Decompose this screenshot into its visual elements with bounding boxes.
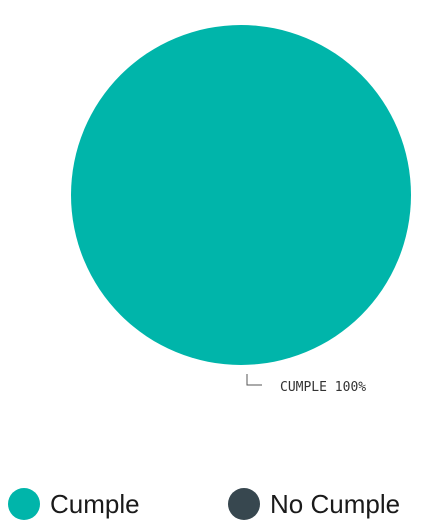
legend-item-no-cumple[interactable]: No Cumple: [228, 487, 400, 521]
legend-label-cumple: Cumple: [50, 489, 140, 519]
legend: Cumple No Cumple: [0, 487, 448, 527]
slice-label-leader-line: [246, 374, 262, 386]
legend-swatch-no-cumple: [228, 488, 260, 520]
pie-slice-cumple[interactable]: [71, 25, 411, 365]
legend-item-cumple[interactable]: Cumple: [8, 487, 140, 521]
pie-slices: [71, 25, 411, 365]
legend-swatch-cumple: [8, 488, 40, 520]
legend-label-no-cumple: No Cumple: [270, 489, 401, 519]
slice-label-cumple: CUMPLE 100%: [280, 380, 366, 395]
